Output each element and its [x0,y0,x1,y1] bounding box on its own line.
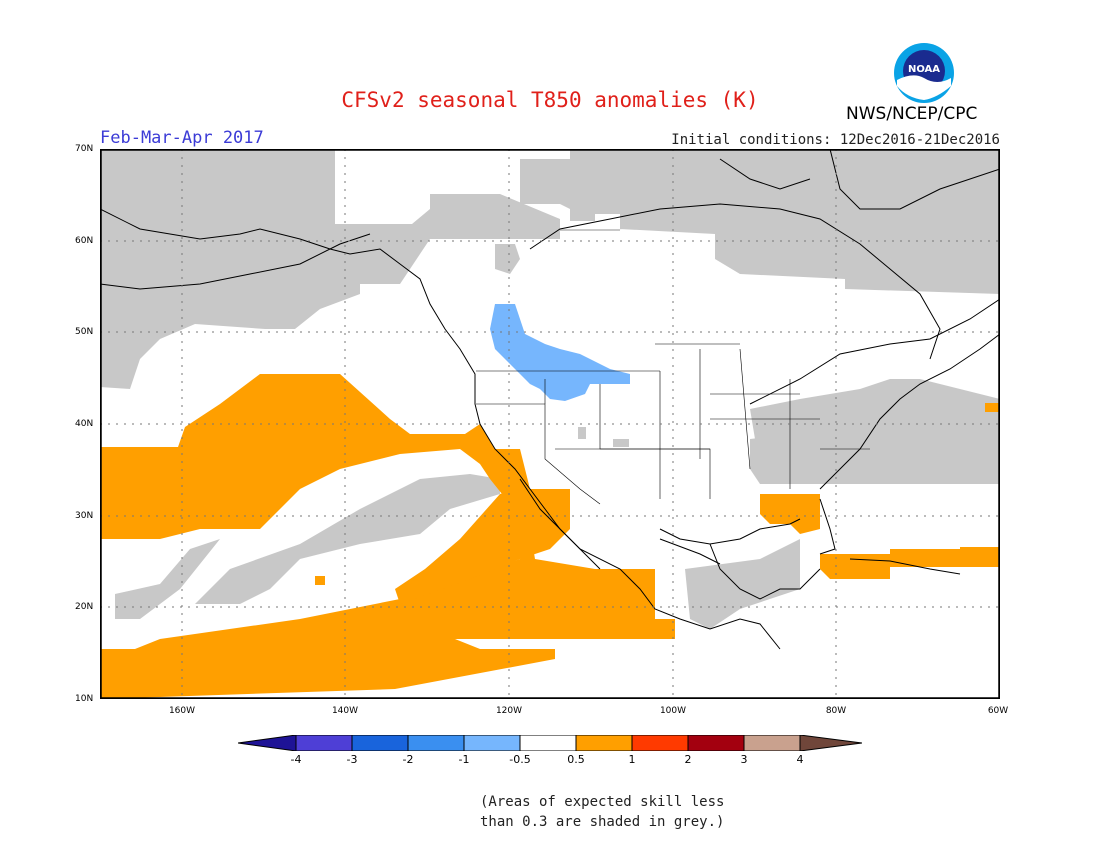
lon-label-160w: 160W [168,706,196,716]
colorbar-segment [687,735,745,751]
positive-anomaly-regions [100,374,1000,699]
lon-label-60w: 60W [987,706,1009,716]
colorbar-segment [295,735,353,751]
colorbar-label: -1 [458,753,470,766]
lat-label-50n: 50N [75,327,94,337]
colorbar-label: -3 [346,753,358,766]
colorbar-segment [351,735,409,751]
colorbar-label: -0.5 [509,753,531,766]
colorbar-segment-lt-4 [238,735,297,751]
colorbar-label: -2 [402,753,414,766]
colorbar-label: 1 [628,753,636,766]
lon-label-100w: 100W [659,706,687,716]
colorbar-segment [575,735,633,751]
coastlines [100,149,1000,650]
colorbar [238,735,862,751]
colorbar-label: 2 [684,753,692,766]
lat-label-70n: 70N [75,144,94,154]
agency-label: NWS/NCEP/CPC [846,104,978,124]
lon-label-140w: 140W [331,706,359,716]
skill-note-line2: than 0.3 are shaded in grey.) [480,814,725,830]
skill-note: (Areas of expected skill less than 0.3 a… [480,792,724,832]
colorbar-label: 0.5 [567,753,585,766]
negative-anomaly-regions [490,304,630,401]
map-frame [100,149,1000,699]
initial-conditions: Initial conditions: 12Dec2016-21Dec2016 [671,132,1000,148]
lat-label-20n: 20N [75,602,94,612]
map-title: CFSv2 seasonal T850 anomalies (K) [341,88,759,112]
forecast-period: Feb-Mar-Apr 2017 [100,128,264,148]
noaa-logo-icon: NOAA [894,43,954,103]
state-borders [476,343,870,505]
lat-label-30n: 30N [75,511,94,521]
svg-text:NOAA: NOAA [908,64,940,75]
lon-label-80w: 80W [825,706,847,716]
colorbar-segment [743,735,801,751]
anomaly-map [100,149,1000,699]
graticule [100,149,1000,699]
lat-label-40n: 40N [75,419,94,429]
colorbar-segment-gt-4 [799,735,862,751]
colorbar-segment [519,735,577,751]
lat-label-10n: 10N [75,694,94,704]
colorbar-segment [463,735,521,751]
colorbar-label: 3 [740,753,748,766]
colorbar-segment [407,735,465,751]
lon-label-120w: 120W [495,706,523,716]
colorbar-label: 4 [796,753,804,766]
colorbar-segment [631,735,689,751]
lat-label-60n: 60N [75,236,94,246]
skill-note-line1: (Areas of expected skill less [480,794,725,810]
colorbar-label: -4 [290,753,302,766]
